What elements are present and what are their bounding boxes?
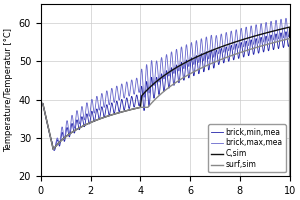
surf,sim [288,37,291,40]
Legend: brick,min,mea, brick,max,mea, C,sim, surf,sim: brick,min,mea, brick,max,mea, C,sim, sur… [208,124,286,172]
brick,min,mea [134,95,138,97]
C,sim [145,89,149,91]
brick,max,mea [284,17,288,19]
brick,min,mea [284,30,288,33]
brick,max,mea [256,40,260,42]
brick,min,mea [256,50,260,53]
Line: brick,min,mea: brick,min,mea [41,32,290,200]
brick,min,mea [145,82,149,84]
surf,sim [39,102,43,105]
brick,max,mea [68,132,71,134]
brick,min,mea [68,136,71,138]
brick,min,mea [39,102,43,105]
Line: brick,max,mea: brick,max,mea [41,18,290,200]
Line: surf,sim: surf,sim [41,39,290,200]
Line: C,sim: C,sim [41,27,290,200]
brick,max,mea [134,78,138,80]
brick,min,mea [283,38,286,40]
surf,sim [145,106,149,109]
C,sim [39,102,43,105]
Y-axis label: Temperature/Temperatur [°C]: Temperature/Temperatur [°C] [4,28,13,152]
surf,sim [256,46,260,48]
surf,sim [82,124,86,127]
surf,sim [283,39,286,41]
brick,max,mea [82,118,86,120]
C,sim [68,133,71,135]
C,sim [283,27,286,29]
brick,min,mea [82,125,86,127]
C,sim [82,124,86,127]
surf,sim [134,107,138,109]
brick,max,mea [145,65,149,68]
C,sim [256,34,260,36]
C,sim [288,26,291,28]
C,sim [134,107,138,109]
brick,max,mea [39,102,43,105]
surf,sim [68,133,71,135]
brick,max,mea [283,26,286,28]
